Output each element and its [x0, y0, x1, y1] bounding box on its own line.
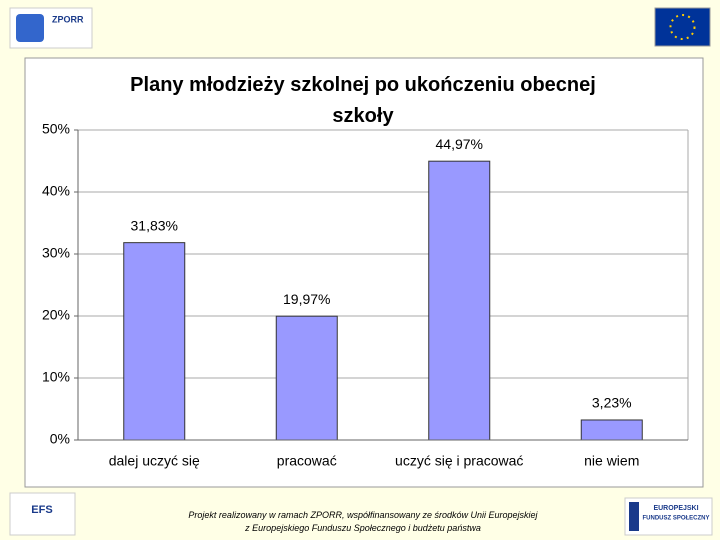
y-tick-label: 0%	[50, 431, 70, 447]
eu-flag	[654, 7, 711, 47]
y-tick-label: 10%	[42, 369, 70, 385]
value-label: 44,97%	[436, 136, 483, 152]
footer-text: Projekt realizowany w ramach ZPORR, wspó…	[188, 510, 538, 520]
chart-title: Plany młodzieży szkolnej po ukończeniu o…	[130, 74, 596, 127]
bar	[428, 160, 491, 441]
x-tick-label: pracować	[277, 453, 337, 469]
bar	[275, 315, 338, 441]
right-logo-text: EUROPEJSKI	[653, 505, 698, 512]
y-tick-label: 20%	[42, 307, 70, 323]
x-tick-label: uczyć się i pracować	[395, 453, 523, 469]
y-tick-label: 50%	[42, 121, 70, 137]
value-label: 19,97%	[283, 291, 330, 307]
footer-text: z Europejskiego Funduszu Społecznego i b…	[245, 523, 481, 533]
eu-stars	[669, 14, 696, 40]
right-logo-text: FUNDUSZ SPOŁECZNY	[642, 516, 709, 522]
logo-text: ZPORR	[52, 14, 84, 24]
x-tick-label: nie wiem	[584, 453, 639, 469]
y-tick-label: 30%	[42, 245, 70, 261]
efs-text: EFS	[31, 504, 52, 516]
value-label: 31,83%	[131, 217, 178, 233]
x-tick-label: dalej uczyć się	[109, 453, 200, 469]
bar	[123, 242, 186, 441]
bar	[580, 419, 643, 441]
zporr-emblem	[16, 14, 44, 42]
right-logo	[624, 497, 713, 536]
value-label: 3,23%	[592, 395, 632, 411]
efs-logo	[9, 492, 76, 536]
right-logo-emblem	[629, 502, 639, 531]
y-tick-label: 40%	[42, 183, 70, 199]
